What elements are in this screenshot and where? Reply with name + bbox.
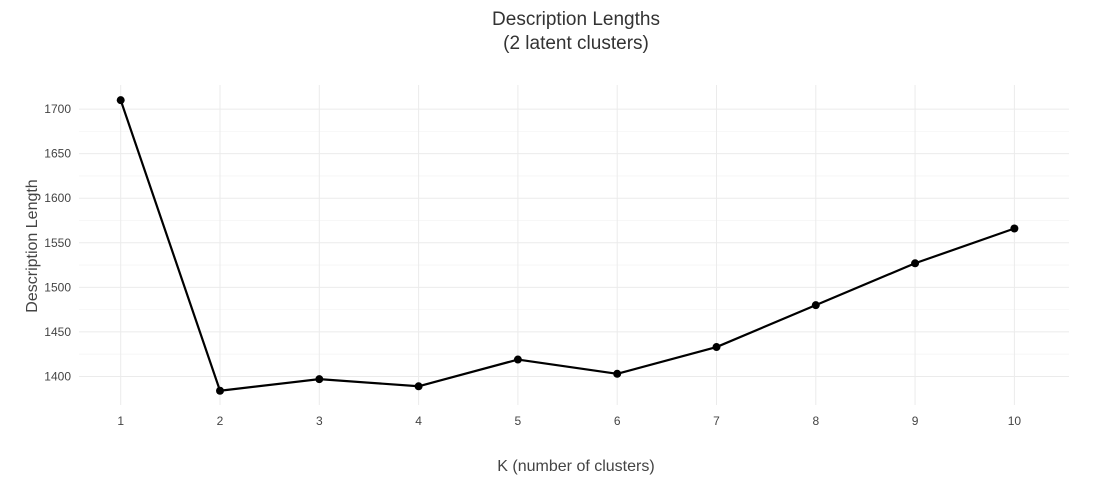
y-tick-label: 1700 <box>44 102 71 116</box>
chart-title-line-2: (2 latent clusters) <box>503 33 649 54</box>
x-tick-label: 9 <box>912 414 919 428</box>
x-axis-ticks: 1 2 3 4 5 6 7 8 9 10 <box>117 414 1021 428</box>
x-tick-label: 1 <box>117 414 124 428</box>
data-point <box>414 382 423 391</box>
chart-title-line-1: Description Lengths <box>492 9 660 30</box>
x-tick-label: 6 <box>614 414 621 428</box>
y-tick-label: 1600 <box>44 191 71 205</box>
x-tick-label: 10 <box>1008 414 1022 428</box>
data-point <box>315 375 324 384</box>
y-tick-label: 1400 <box>44 369 71 383</box>
y-tick-label: 1500 <box>44 280 71 294</box>
x-tick-label: 2 <box>217 414 224 428</box>
data-point <box>712 343 721 352</box>
data-point <box>811 301 820 310</box>
data-point <box>116 96 125 105</box>
y-tick-label: 1650 <box>44 147 71 161</box>
plot-series <box>116 96 1019 395</box>
plot-grid <box>79 85 1069 405</box>
y-tick-label: 1450 <box>44 325 71 339</box>
data-point <box>513 355 522 364</box>
data-point <box>613 369 622 378</box>
y-tick-label: 1550 <box>44 236 71 250</box>
data-point <box>1010 224 1019 233</box>
y-axis-ticks: 1400 1450 1500 1550 1600 1650 1700 <box>44 102 71 383</box>
series-line <box>119 99 1015 392</box>
x-tick-label: 7 <box>713 414 720 428</box>
data-point <box>911 259 920 268</box>
y-axis-label: Description Length <box>24 179 41 312</box>
x-axis-label: K (number of clusters) <box>497 458 654 475</box>
x-tick-label: 5 <box>515 414 522 428</box>
data-point <box>216 386 225 395</box>
x-tick-label: 8 <box>812 414 819 428</box>
x-tick-label: 3 <box>316 414 323 428</box>
x-tick-label: 4 <box>415 414 422 428</box>
